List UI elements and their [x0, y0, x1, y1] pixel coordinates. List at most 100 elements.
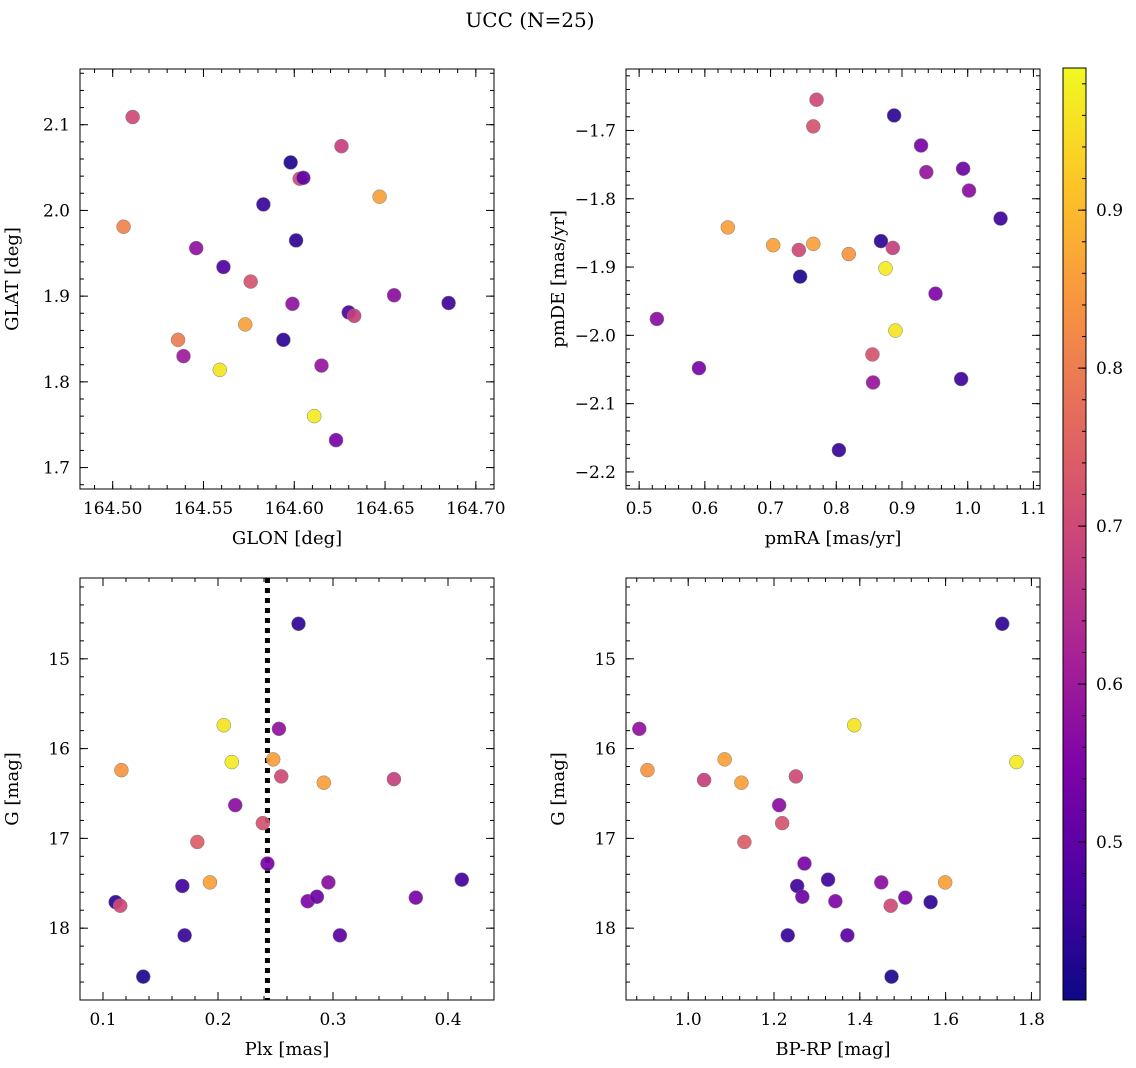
- colorbar: 0.5 0.6 0.7 0.8 0.9: [1062, 67, 1123, 1001]
- x-axis-label: Plx [mas]: [245, 1039, 330, 1060]
- data-point: [441, 295, 456, 311]
- data-point: [113, 898, 128, 913]
- data-point: [136, 969, 151, 984]
- data-point: [640, 762, 655, 778]
- data-point: [846, 718, 862, 733]
- data-point: [260, 856, 275, 871]
- data-point: [791, 242, 807, 258]
- data-point: [788, 769, 804, 784]
- colorbar-tick-label: 0.7: [1096, 517, 1123, 537]
- data-point: [1009, 754, 1024, 770]
- data-point: [841, 246, 857, 262]
- y-tick-label: −1.7: [575, 121, 616, 141]
- x-tick-label: 0.7: [757, 499, 784, 519]
- data-point: [919, 164, 934, 180]
- data-point: [255, 815, 271, 831]
- data-point: [632, 721, 647, 737]
- y-axis-label: G [mag]: [548, 752, 569, 825]
- colorbar-frame: [1062, 67, 1087, 1001]
- x-tick-label: 0.6: [691, 499, 718, 519]
- y-tick-label: 15: [594, 650, 616, 670]
- data-point: [865, 347, 880, 362]
- panel-plx-g: 0.1 0.2 0.3 0.4 15 16 17 18 Plx [mas] G [mag]: [2, 577, 495, 1060]
- x-tick-label: 164.70: [446, 499, 505, 519]
- colorbar-tick-label: 0.6: [1096, 675, 1123, 695]
- data-point: [885, 240, 901, 256]
- data-point: [717, 752, 732, 767]
- data-point: [243, 274, 258, 289]
- data-point: [274, 769, 289, 784]
- data-point: [888, 323, 903, 338]
- data-point: [691, 360, 707, 376]
- data-point: [953, 371, 969, 387]
- y-tick-label: 1.9: [43, 287, 70, 307]
- x-tick-label: 0.9: [888, 499, 915, 519]
- data-point: [332, 928, 348, 943]
- y-tick-label: 16: [48, 740, 70, 760]
- y-tick-label: −2.0: [575, 326, 616, 346]
- data-point: [296, 170, 311, 186]
- data-point: [780, 928, 795, 943]
- data-point: [806, 236, 821, 252]
- x-tick-label: 1.4: [846, 1010, 873, 1030]
- data-point: [125, 109, 140, 125]
- y-tick-label: 1.7: [43, 459, 70, 479]
- data-point: [797, 856, 812, 871]
- data-point: [321, 875, 336, 890]
- x-tick-label: 164.65: [355, 499, 414, 519]
- data-point: [873, 233, 889, 249]
- y-tick-label: 17: [594, 829, 616, 849]
- x-tick-label: 0.8: [823, 499, 850, 519]
- data-point: [865, 375, 881, 390]
- y-axis-label: GLAT [deg]: [2, 227, 23, 331]
- axes-frame: [625, 577, 1041, 1001]
- data-point: [898, 890, 913, 905]
- data-point: [771, 797, 787, 813]
- x-tick-label: 0.1: [89, 1010, 116, 1030]
- data-point: [765, 237, 781, 253]
- axes-frame: [625, 68, 1041, 490]
- data-point: [285, 296, 300, 312]
- data-point: [795, 889, 810, 904]
- y-tick-label: 2.0: [43, 201, 70, 221]
- x-tick-label: 1.6: [932, 1010, 959, 1030]
- panel-pmra-pmde: 0.5 0.6 0.7 0.8 0.9 1.0 1.1 −2.2 −2.1 −2.0 −1.9 −1.…: [548, 68, 1047, 549]
- x-axis-label: GLON [deg]: [232, 528, 342, 549]
- data-point: [276, 332, 291, 348]
- x-tick-label: 164.60: [265, 499, 324, 519]
- data-point: [820, 872, 836, 887]
- data-point: [291, 616, 306, 632]
- data-point: [923, 894, 938, 910]
- data-point: [216, 259, 231, 275]
- panel-bprp-g: 1.0 1.2 1.4 1.6 1.8 15 16 17 18 BP-RP [mag] G [mag…: [548, 577, 1045, 1060]
- x-tick-label: 0.5: [626, 499, 653, 519]
- data-point: [216, 718, 231, 733]
- data-point: [878, 261, 893, 276]
- x-tick-label: 1.0: [675, 1010, 702, 1030]
- y-tick-label: 18: [48, 919, 70, 939]
- colorbar-tick-label: 0.5: [1096, 833, 1123, 853]
- data-point: [328, 432, 344, 448]
- data-point: [212, 362, 228, 378]
- x-axis-label: pmRA [mas/yr]: [765, 528, 902, 549]
- data-point: [734, 775, 749, 790]
- data-point: [937, 875, 953, 890]
- data-point: [386, 288, 402, 303]
- figure-title: UCC (N=25): [465, 8, 594, 32]
- x-tick-label: 1.0: [954, 499, 981, 519]
- y-tick-label: −1.8: [575, 190, 616, 210]
- data-point: [237, 317, 253, 332]
- data-point: [831, 442, 847, 458]
- data-point: [994, 616, 1010, 632]
- y-tick-label: −2.2: [575, 463, 616, 483]
- data-point: [884, 969, 899, 984]
- data-point: [170, 332, 186, 348]
- y-tick-label: 17: [48, 829, 70, 849]
- data-point: [224, 754, 240, 770]
- data-point: [175, 878, 190, 894]
- data-point: [408, 890, 424, 905]
- data-point: [188, 240, 204, 256]
- y-tick-label: 18: [594, 919, 616, 939]
- data-point: [256, 197, 271, 212]
- data-point: [883, 898, 898, 913]
